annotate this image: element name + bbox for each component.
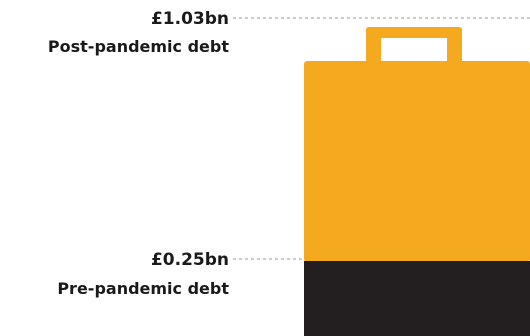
pre-pandemic-caption-label: Pre-pandemic debt — [57, 279, 229, 298]
post-pandemic-caption-label: Post-pandemic debt — [48, 37, 229, 56]
post-pandemic-value-label: £1.03bn — [151, 9, 229, 29]
shopping-bag-icon — [366, 27, 462, 63]
bar-pre-pandemic — [304, 261, 530, 336]
bag-handle — [366, 27, 462, 63]
pre-pandemic-value-label: £0.25bn — [151, 250, 229, 270]
bar-post-pandemic — [304, 61, 530, 262]
